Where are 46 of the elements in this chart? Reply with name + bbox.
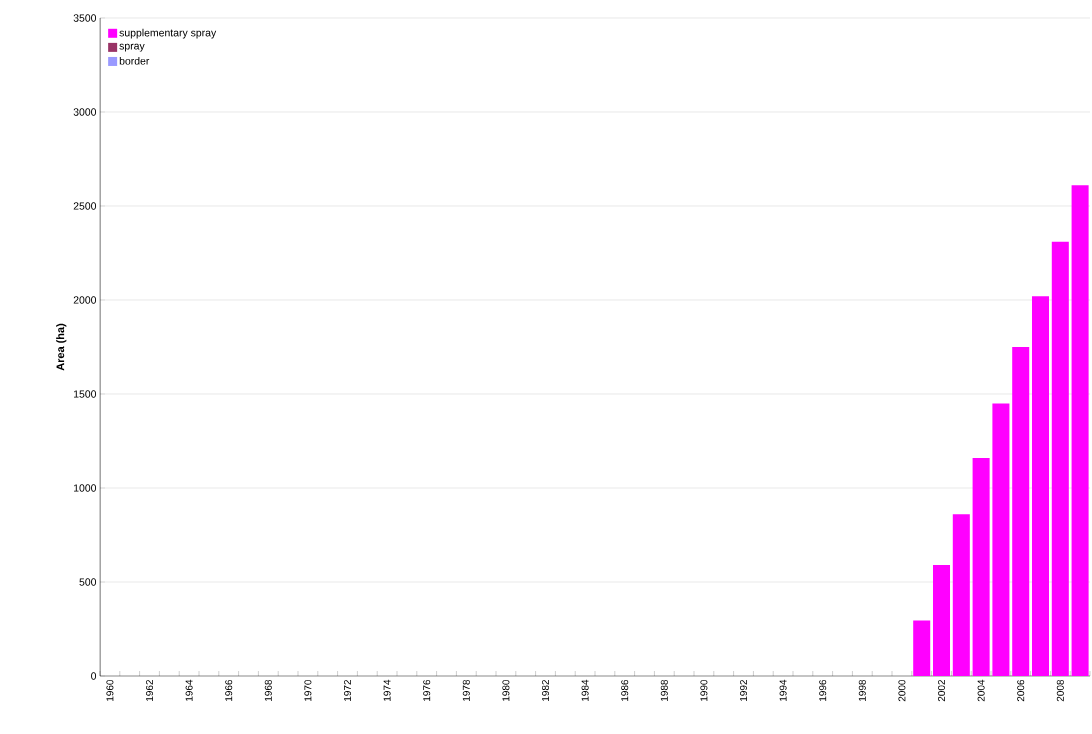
bar [932, 565, 951, 676]
x-tick-label: 1962 [145, 680, 154, 701]
x-tick-label: 1970 [304, 679, 312, 701]
bar [1071, 185, 1089, 676]
y-tick-label: 3000 [73, 108, 97, 116]
x-tick-label: 2008 [1056, 679, 1064, 702]
x-tick-label: 1984 [581, 679, 589, 701]
x-tick-label: 2004 [977, 679, 985, 702]
bar [952, 514, 970, 676]
x-tick-label: 1974 [383, 679, 391, 701]
y-tick-label: 3500 [73, 14, 97, 22]
x-tick-label: 1960 [106, 679, 114, 701]
x-tick-label: 2002 [937, 680, 946, 702]
y-tick-label: 2500 [73, 202, 97, 210]
y-tick-label: 500 [79, 578, 97, 586]
legend-label: border [119, 56, 150, 65]
x-tick-label: 1982 [541, 680, 550, 701]
legend-label: spray [119, 43, 145, 52]
y-tick-label: 2000 [73, 296, 97, 304]
x-tick-label: 1994 [779, 679, 787, 701]
bar [913, 620, 931, 676]
x-tick-label: 1966 [225, 679, 233, 701]
legend-label: supplementary spray [119, 28, 217, 39]
x-tick-label: 2000 [898, 679, 906, 702]
bar [972, 457, 990, 676]
bar [1051, 241, 1069, 676]
y-axis-title: Area (ha) [56, 323, 67, 371]
x-tick-label: 1986 [621, 679, 629, 701]
x-tick-label: 1998 [858, 679, 866, 701]
x-tick-label: 1968 [264, 679, 272, 701]
y-tick-label: 1000 [74, 484, 97, 492]
x-tick-label: 2006 [1017, 679, 1025, 702]
x-tick-label: 1972 [343, 680, 352, 701]
y-tick-label: 0 [91, 672, 97, 680]
y-tick-label: 1500 [74, 390, 97, 398]
x-tick-label: 1964 [185, 679, 193, 701]
x-tick-label: 1976 [423, 679, 431, 701]
bar [1031, 296, 1050, 676]
x-tick-label: 1992 [739, 680, 748, 701]
x-tick-label: 1990 [700, 679, 708, 701]
x-tick-label: 1996 [819, 679, 827, 701]
x-tick-label: 1978 [462, 679, 470, 701]
bar [1012, 347, 1030, 676]
x-tick-label: 1988 [660, 679, 668, 701]
bar [992, 403, 1010, 676]
x-tick-label: 1980 [502, 679, 510, 701]
